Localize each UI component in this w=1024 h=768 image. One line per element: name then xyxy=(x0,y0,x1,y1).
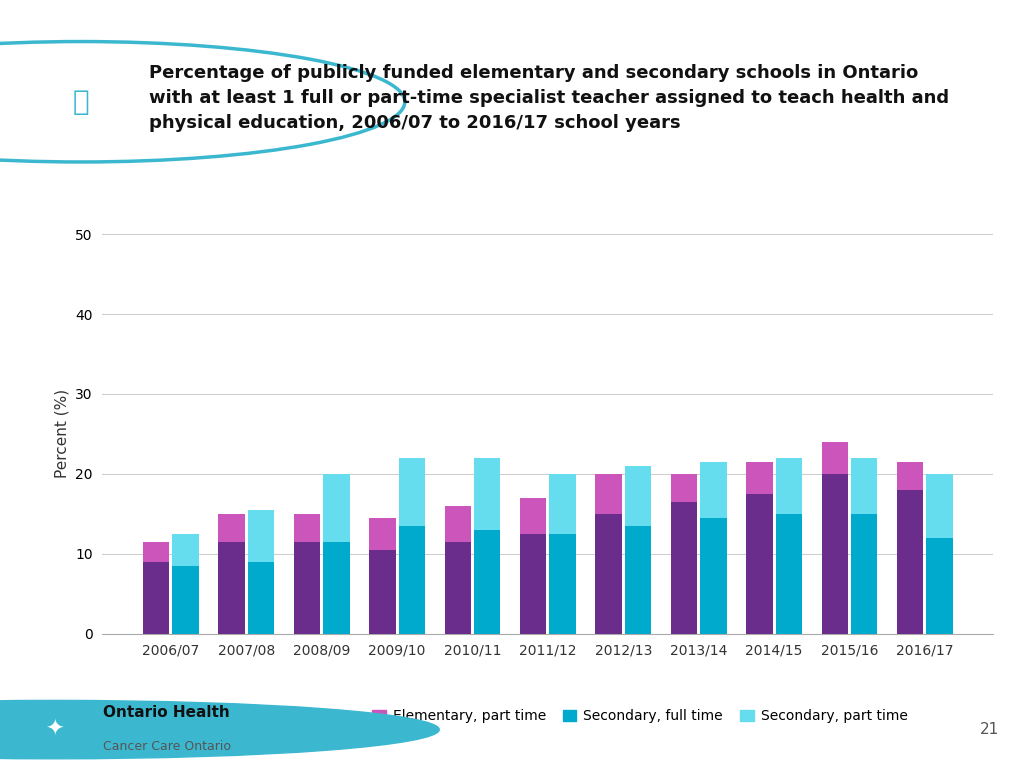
Bar xyxy=(625,526,651,634)
Bar xyxy=(324,541,349,634)
Bar xyxy=(398,526,425,634)
Bar xyxy=(851,458,878,514)
Bar xyxy=(369,550,395,634)
Bar xyxy=(172,534,199,566)
Bar xyxy=(398,458,425,526)
Text: Percentage of publicly funded elementary and secondary schools in Ontario
with a: Percentage of publicly funded elementary… xyxy=(148,64,949,132)
Bar xyxy=(143,541,169,561)
Bar xyxy=(821,474,848,634)
Bar xyxy=(700,518,727,634)
Bar xyxy=(746,494,772,634)
Bar xyxy=(927,474,952,538)
Bar xyxy=(294,514,321,541)
Bar xyxy=(474,458,501,530)
Bar xyxy=(746,462,772,494)
Bar xyxy=(851,514,878,634)
Bar xyxy=(549,534,575,634)
Bar xyxy=(172,566,199,634)
Bar xyxy=(897,462,924,490)
Bar xyxy=(143,561,169,634)
Bar xyxy=(927,538,952,634)
Bar xyxy=(897,490,924,634)
Bar xyxy=(775,514,802,634)
Bar xyxy=(625,466,651,526)
Bar xyxy=(474,530,501,634)
Bar xyxy=(549,474,575,534)
Bar xyxy=(671,474,697,502)
Text: Cancer Care Ontario: Cancer Care Ontario xyxy=(103,740,231,753)
Bar xyxy=(248,510,274,561)
Bar xyxy=(520,498,547,534)
Circle shape xyxy=(0,700,439,759)
Bar xyxy=(218,514,245,541)
Bar xyxy=(218,541,245,634)
Bar xyxy=(595,474,622,514)
Bar xyxy=(821,442,848,474)
Legend: Elementary, full time, Elementary, part time, Secondary, full time, Secondary, p: Elementary, full time, Elementary, part … xyxy=(181,703,914,730)
Text: Ontario Health: Ontario Health xyxy=(103,705,230,720)
Text: 🏃: 🏃 xyxy=(73,88,89,116)
Bar xyxy=(595,514,622,634)
Y-axis label: Percent (%): Percent (%) xyxy=(54,389,70,478)
Bar xyxy=(444,506,471,541)
Bar xyxy=(248,561,274,634)
Bar xyxy=(444,541,471,634)
Bar xyxy=(520,534,547,634)
Bar xyxy=(324,474,349,541)
Bar xyxy=(700,462,727,518)
Text: ✦: ✦ xyxy=(45,720,65,740)
Bar xyxy=(294,541,321,634)
Bar xyxy=(775,458,802,514)
Text: 21: 21 xyxy=(980,722,998,737)
Bar xyxy=(671,502,697,634)
Bar xyxy=(369,518,395,550)
